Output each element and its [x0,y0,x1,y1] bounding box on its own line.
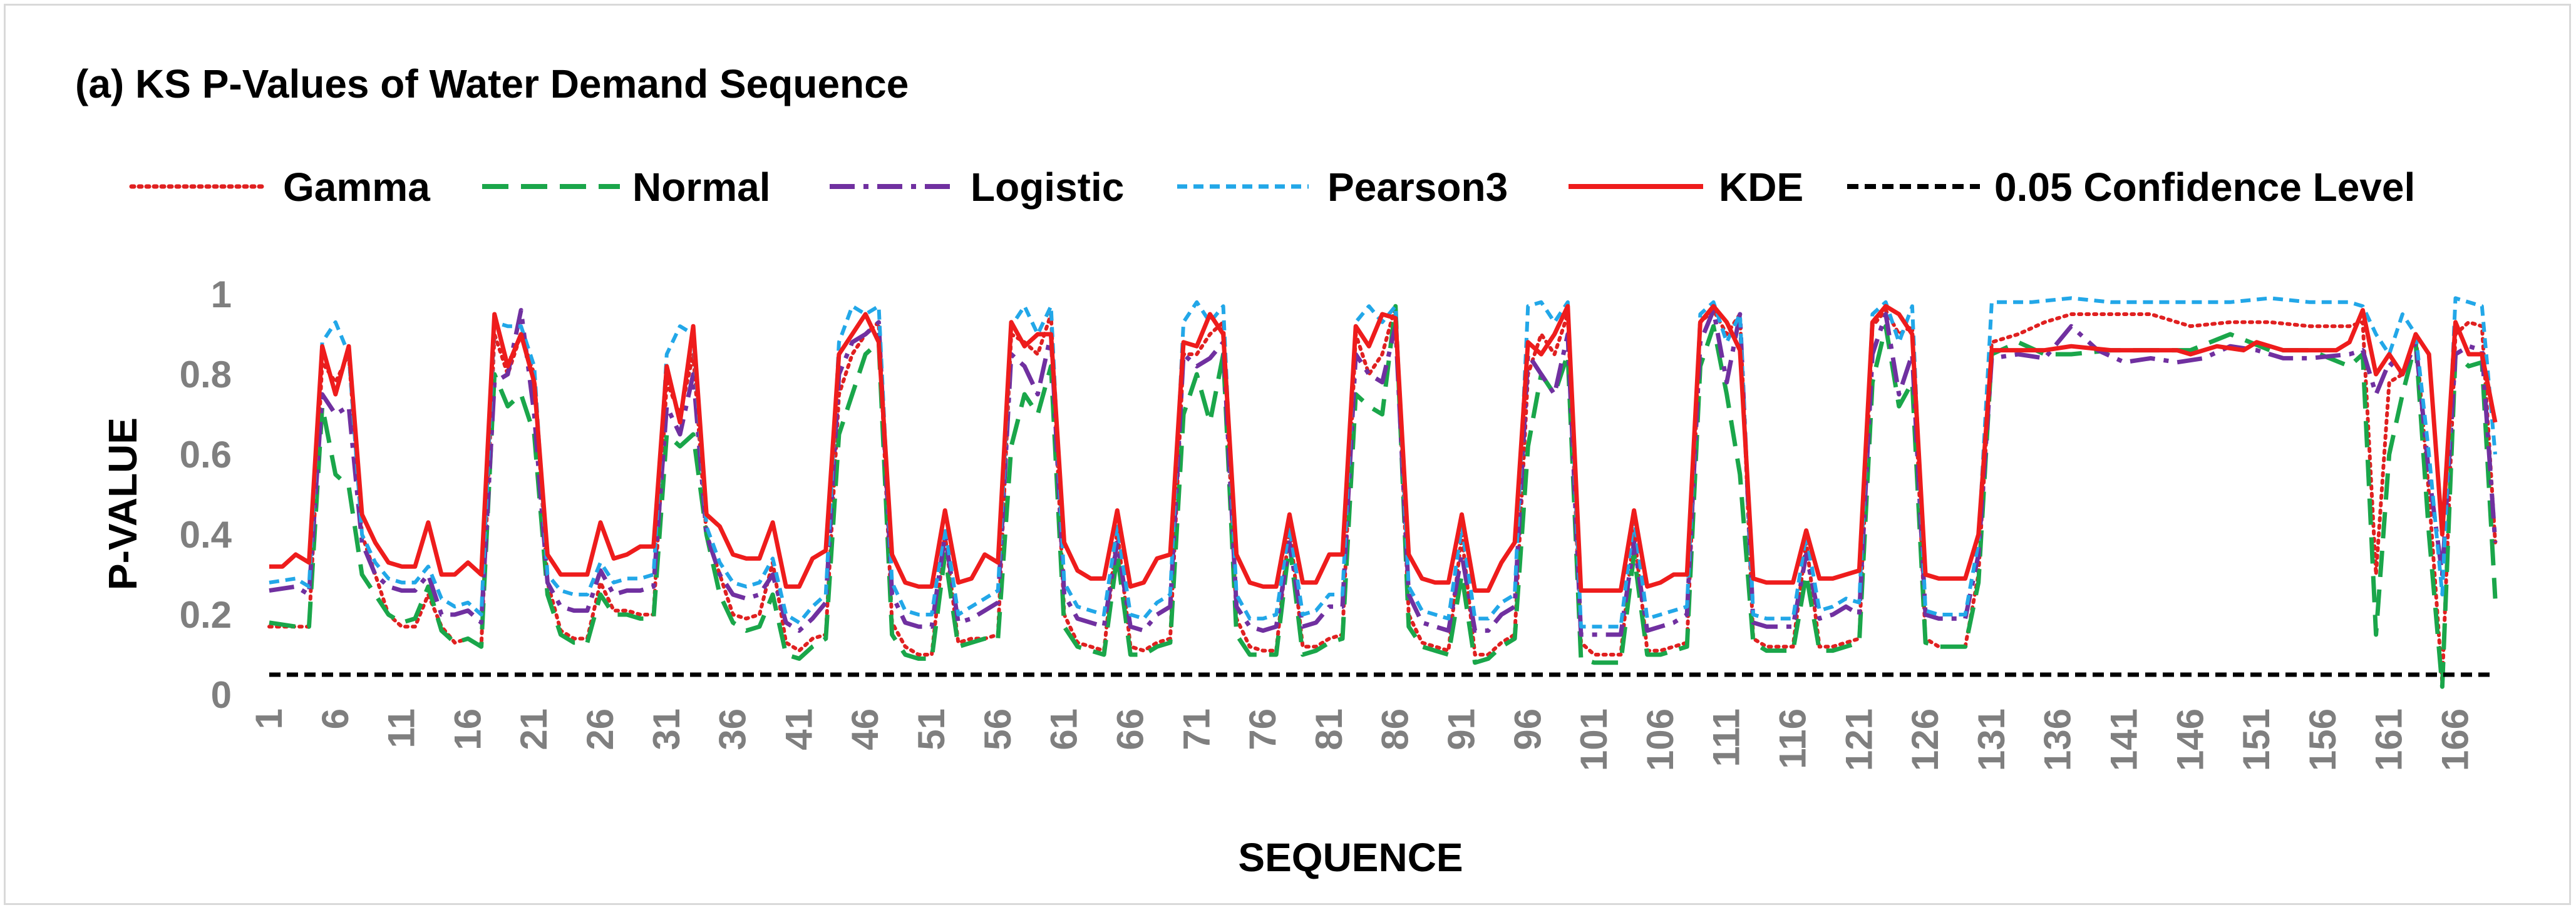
x-tick-label: 16 [446,708,488,750]
y-tick-label: 1 [211,274,232,315]
chart-frame [4,4,2571,905]
x-tick-label: 131 [1971,708,2012,771]
x-tick-label: 81 [1308,708,1350,750]
x-tick-label: 136 [2037,708,2079,771]
x-tick-label: 101 [1573,708,1615,771]
plot-area [267,296,2498,689]
legend-label-kde: KDE [1719,165,1803,210]
x-tick-label: 66 [1109,708,1151,750]
x-axis-title: SEQUENCE [1238,835,1463,880]
x-tick-label: 86 [1374,708,1416,750]
y-tick-label: 0.2 [180,594,232,636]
x-tick-label: 96 [1507,708,1548,750]
x-tick-label: 166 [2434,708,2476,771]
x-tick-label: 106 [1639,708,1681,771]
x-tick-label: 76 [1242,708,1284,750]
x-tick-label: 121 [1838,708,1880,771]
legend-label-pearson3: Pearson3 [1327,165,1508,210]
y-tick-label: 0.6 [180,434,232,476]
x-tick-label: 151 [2235,708,2277,771]
series-line-normal [269,304,2498,689]
x-tick-label: 161 [2368,708,2410,771]
x-tick-label: 116 [1771,708,1813,769]
legend-label-0-05-confidence-level: 0.05 Confidence Level [1994,165,2415,210]
x-tick-label: 156 [2302,708,2344,771]
x-tick-label: 56 [977,708,1019,750]
y-tick-label: 0 [211,674,232,716]
y-tick-labels: 0 0.2 0.4 0.6 0.8 1 [180,274,232,716]
x-tick-label: 41 [778,708,820,750]
x-tick-label: 61 [1043,708,1085,750]
x-tick-label: 51 [910,708,952,750]
x-tick-labels: 1 6 11 16 21 26 31 36 41 46 51 56 61 66 71 76 81 86 91 96 10… [248,708,2476,771]
x-tick-label: 146 [2169,708,2211,771]
x-tick-label: 21 [513,708,555,750]
x-tick-label: 11 [381,708,423,748]
x-tick-label: 1 [248,708,290,729]
x-tick-label: 36 [712,708,754,750]
x-tick-label: 6 [314,708,356,729]
x-tick-label: 71 [1175,708,1217,750]
y-tick-label: 0.4 [180,514,232,556]
x-tick-label: 141 [2103,708,2145,771]
x-tick-label: 111 [1706,708,1748,767]
x-tick-label: 91 [1440,708,1482,750]
chart-title: (a) KS P-Values of Water Demand Sequence [75,61,909,106]
series-line-kde [269,304,2498,593]
x-tick-label: 31 [646,708,688,750]
x-tick-label: 46 [844,708,886,750]
y-tick-label: 0.8 [180,354,232,396]
legend-label-normal: Normal [632,165,771,210]
x-tick-label: 26 [579,708,621,750]
series-line-logistic [269,308,2498,637]
series-line-pearson3 [269,296,2497,629]
x-tick-label: 126 [1904,708,1946,771]
legend-label-gamma: Gamma [283,165,430,210]
series-line-gamma [267,304,2497,685]
y-axis-title: P-VALUE [100,417,145,590]
legend: Gamma Normal Logistic Pearson3 KDE 0.05 Confi… [129,165,2415,210]
legend-label-logistic: Logistic [971,165,1124,210]
